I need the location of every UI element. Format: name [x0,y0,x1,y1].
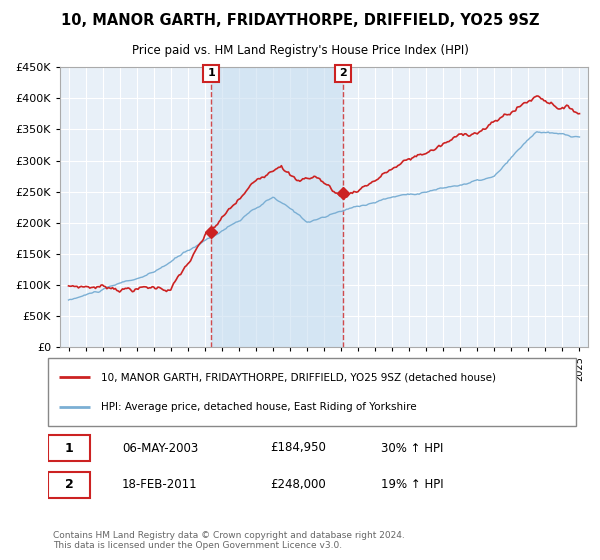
Text: 2: 2 [65,478,73,492]
Text: 1: 1 [65,441,73,455]
FancyBboxPatch shape [48,435,90,461]
Text: 30% ↑ HPI: 30% ↑ HPI [380,441,443,455]
Text: £184,950: £184,950 [270,441,326,455]
FancyBboxPatch shape [48,472,90,498]
Text: HPI: Average price, detached house, East Riding of Yorkshire: HPI: Average price, detached house, East… [101,402,416,412]
Text: 19% ↑ HPI: 19% ↑ HPI [380,478,443,492]
FancyBboxPatch shape [48,358,576,426]
Text: 1: 1 [207,68,215,78]
Text: 10, MANOR GARTH, FRIDAYTHORPE, DRIFFIELD, YO25 9SZ: 10, MANOR GARTH, FRIDAYTHORPE, DRIFFIELD… [61,13,539,29]
Text: Price paid vs. HM Land Registry's House Price Index (HPI): Price paid vs. HM Land Registry's House … [131,44,469,57]
Text: 10, MANOR GARTH, FRIDAYTHORPE, DRIFFIELD, YO25 9SZ (detached house): 10, MANOR GARTH, FRIDAYTHORPE, DRIFFIELD… [101,372,496,382]
Text: £248,000: £248,000 [270,478,326,492]
Text: Contains HM Land Registry data © Crown copyright and database right 2024.
This d: Contains HM Land Registry data © Crown c… [53,531,405,550]
Text: 06-MAY-2003: 06-MAY-2003 [122,441,198,455]
Text: 18-FEB-2011: 18-FEB-2011 [122,478,197,492]
Text: 2: 2 [339,68,347,78]
